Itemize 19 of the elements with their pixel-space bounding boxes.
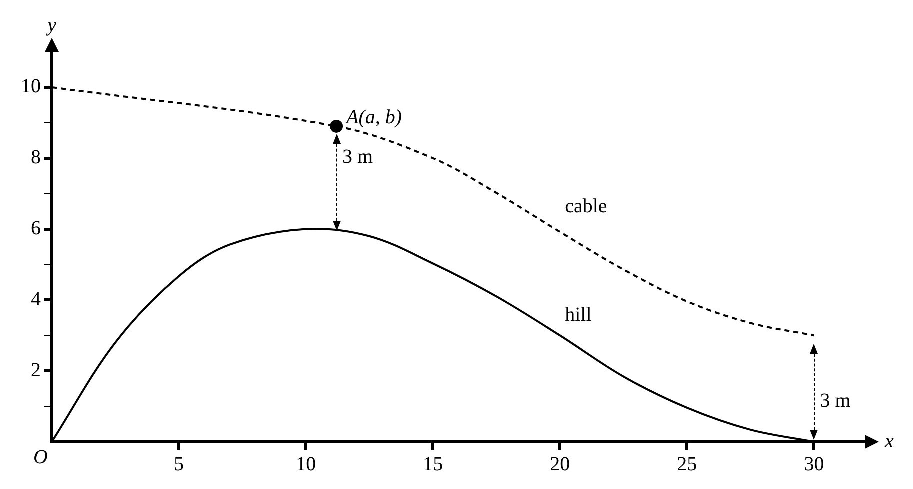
- text: O: [34, 446, 48, 468]
- annotation: cable: [565, 195, 608, 218]
- x-tick-label: 10: [296, 453, 316, 476]
- x-tick-label: 5: [174, 453, 184, 476]
- y-tick-label: 10: [21, 76, 41, 98]
- x-axis-title: x: [884, 430, 894, 452]
- y-tick-label: 4: [31, 288, 41, 310]
- y-tick-label: 6: [31, 218, 41, 240]
- y-axis-title: y: [46, 14, 57, 36]
- x-tick-label: 15: [423, 453, 444, 476]
- y-tick-label: 2: [31, 359, 41, 382]
- x-tick-label: 30: [804, 453, 824, 476]
- y-tick-label: 8: [31, 146, 41, 169]
- annotation: A(a, b): [344, 106, 402, 129]
- x-tick-label: 25: [677, 453, 698, 476]
- annotation: 3 m: [342, 146, 374, 168]
- x-tick-label: 20: [550, 453, 570, 476]
- annotation: hill: [565, 304, 592, 326]
- annotation: 3 m: [820, 390, 852, 412]
